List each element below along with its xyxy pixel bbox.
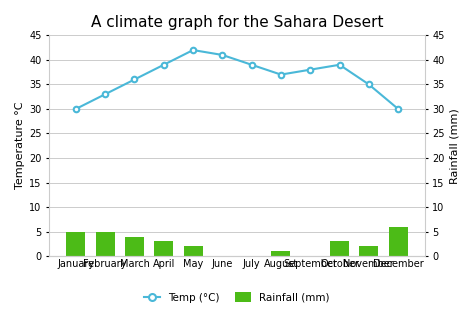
Bar — [183, 246, 202, 256]
Bar — [66, 232, 85, 256]
Bar — [272, 251, 291, 256]
Bar — [125, 236, 144, 256]
Bar — [359, 246, 378, 256]
Bar — [389, 227, 408, 256]
Bar — [330, 241, 349, 256]
Bar — [96, 232, 115, 256]
Legend: Temp (°C), Rainfall (mm): Temp (°C), Rainfall (mm) — [140, 288, 334, 307]
Bar — [154, 241, 173, 256]
Title: A climate graph for the Sahara Desert: A climate graph for the Sahara Desert — [91, 15, 383, 30]
Y-axis label: Rainfall (mm): Rainfall (mm) — [449, 108, 459, 184]
Y-axis label: Temperature °C: Temperature °C — [15, 102, 25, 189]
